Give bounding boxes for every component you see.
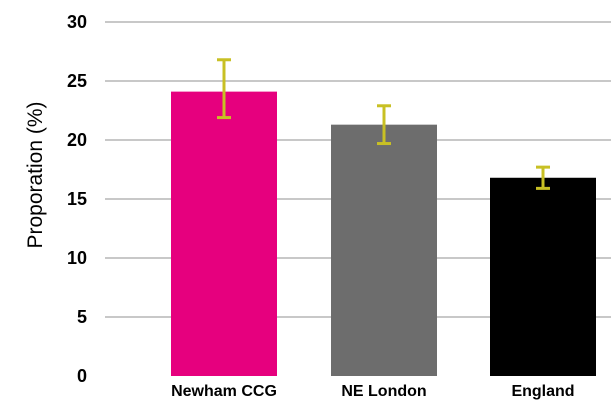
category-labels: Newham CCG NE London England: [171, 383, 574, 400]
y-tick-label: 5: [77, 307, 87, 327]
error-bar: [536, 165, 550, 190]
error-bars: [217, 58, 550, 190]
y-axis-title: Proporation (%): [24, 101, 47, 248]
error-bar: [217, 58, 231, 120]
y-tick-label: 15: [67, 189, 87, 209]
bars: [171, 91, 596, 377]
y-tick-label: 20: [67, 130, 87, 150]
y-tick-label: 0: [77, 366, 87, 386]
category-label: NE London: [341, 383, 426, 400]
error-bar: [377, 104, 391, 146]
bar-newham-ccg: [171, 91, 277, 377]
bar-england: [490, 177, 596, 376]
y-tick-label: 25: [67, 71, 87, 91]
category-label: England: [511, 383, 574, 400]
y-tick-label: 10: [67, 248, 87, 268]
y-tick-label: 30: [67, 12, 87, 32]
category-label: Newham CCG: [171, 383, 277, 400]
y-tick-labels: 0 5 10 15 20 25 30: [67, 12, 87, 386]
bar-ne-london: [331, 124, 437, 376]
